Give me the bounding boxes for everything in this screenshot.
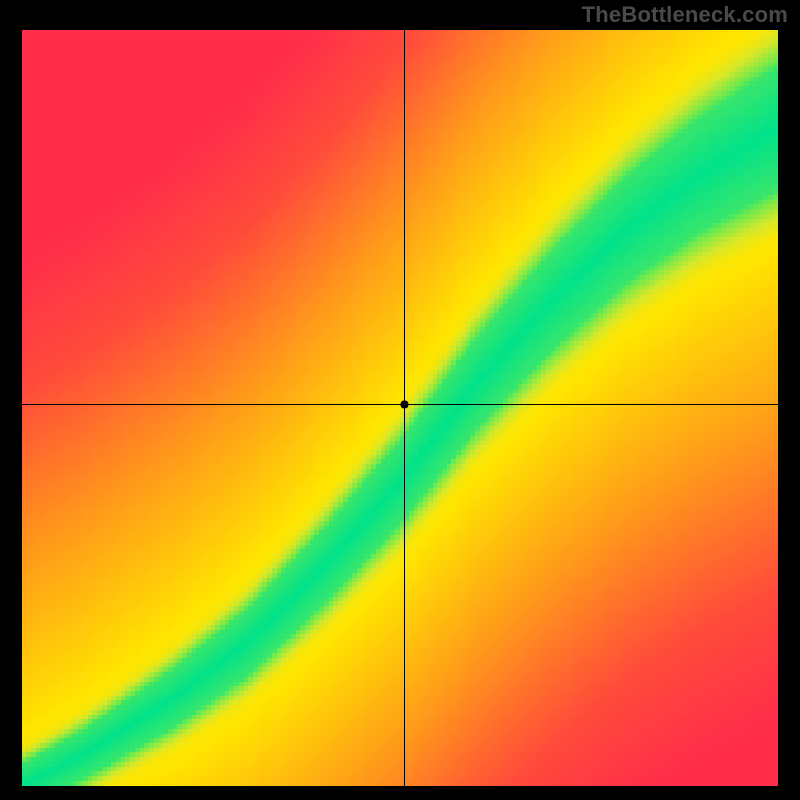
stage: TheBottleneck.com — [0, 0, 800, 800]
bottleneck-heatmap — [22, 30, 778, 786]
watermark-text: TheBottleneck.com — [582, 2, 788, 28]
